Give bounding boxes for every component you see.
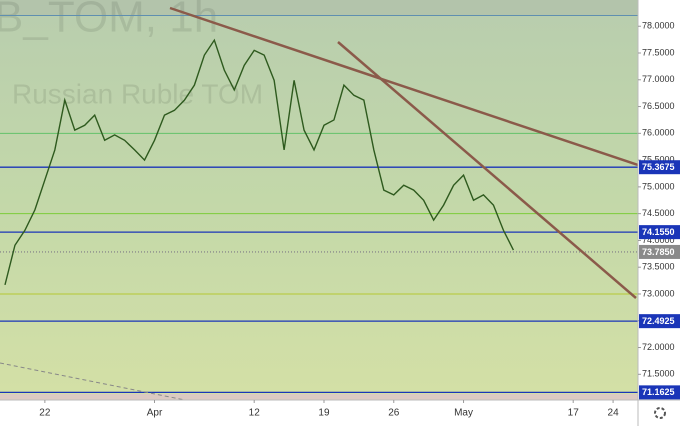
y-tick-label: 76.5000 [642,101,675,111]
x-tick-label: 17 [568,408,580,419]
y-tick-label: 71.5000 [642,369,675,379]
x-tick-label: 22 [39,408,51,419]
x-tick-label: 19 [318,408,330,419]
y-tick-label: 75.0000 [642,181,675,191]
x-tick-label: 12 [249,408,261,419]
price-badge-label: 75.3675 [642,162,675,172]
y-tick-label: 73.0000 [642,288,675,298]
plot-area [0,0,638,400]
price-badge [639,385,680,400]
watermark: Russian Ruble TOM [12,78,263,109]
trend-line [169,6,639,167]
y-tick-label: 77.5000 [642,47,675,57]
x-tick-label: 24 [608,408,620,419]
y-tick-label: 74.5000 [642,208,675,218]
x-tick-label: 26 [388,408,400,419]
x-tick-label: May [454,408,473,419]
price-badge [639,160,680,175]
price-badge-label: 72.4925 [642,316,675,326]
watermark: B_TOM, 1h [0,0,218,42]
x-tick-label: Apr [147,408,163,419]
y-tick-label: 73.5000 [642,262,675,272]
time-axis [0,400,680,426]
price-badge [639,314,680,329]
trend-line [337,41,637,299]
y-tick-label: 75.5000 [642,154,675,164]
bottom-band [0,394,638,400]
y-tick-label: 72.0000 [642,342,675,352]
y-tick-label: 77.0000 [642,74,675,84]
price-axis [638,0,680,426]
y-tick-label: 78.0000 [642,21,675,31]
price-badge-label: 71.1625 [642,387,675,397]
price-badge [639,244,680,259]
trend-line [0,362,186,401]
price-line [4,38,515,286]
settings-icon[interactable] [654,407,666,419]
price-badge-label: 74.1550 [642,227,675,237]
y-tick-label: 74.0000 [642,235,675,245]
top-band [0,0,638,15]
price-badge-label: 73.7850 [642,247,675,257]
price-badge [639,225,680,240]
y-tick-label: 76.0000 [642,128,675,138]
